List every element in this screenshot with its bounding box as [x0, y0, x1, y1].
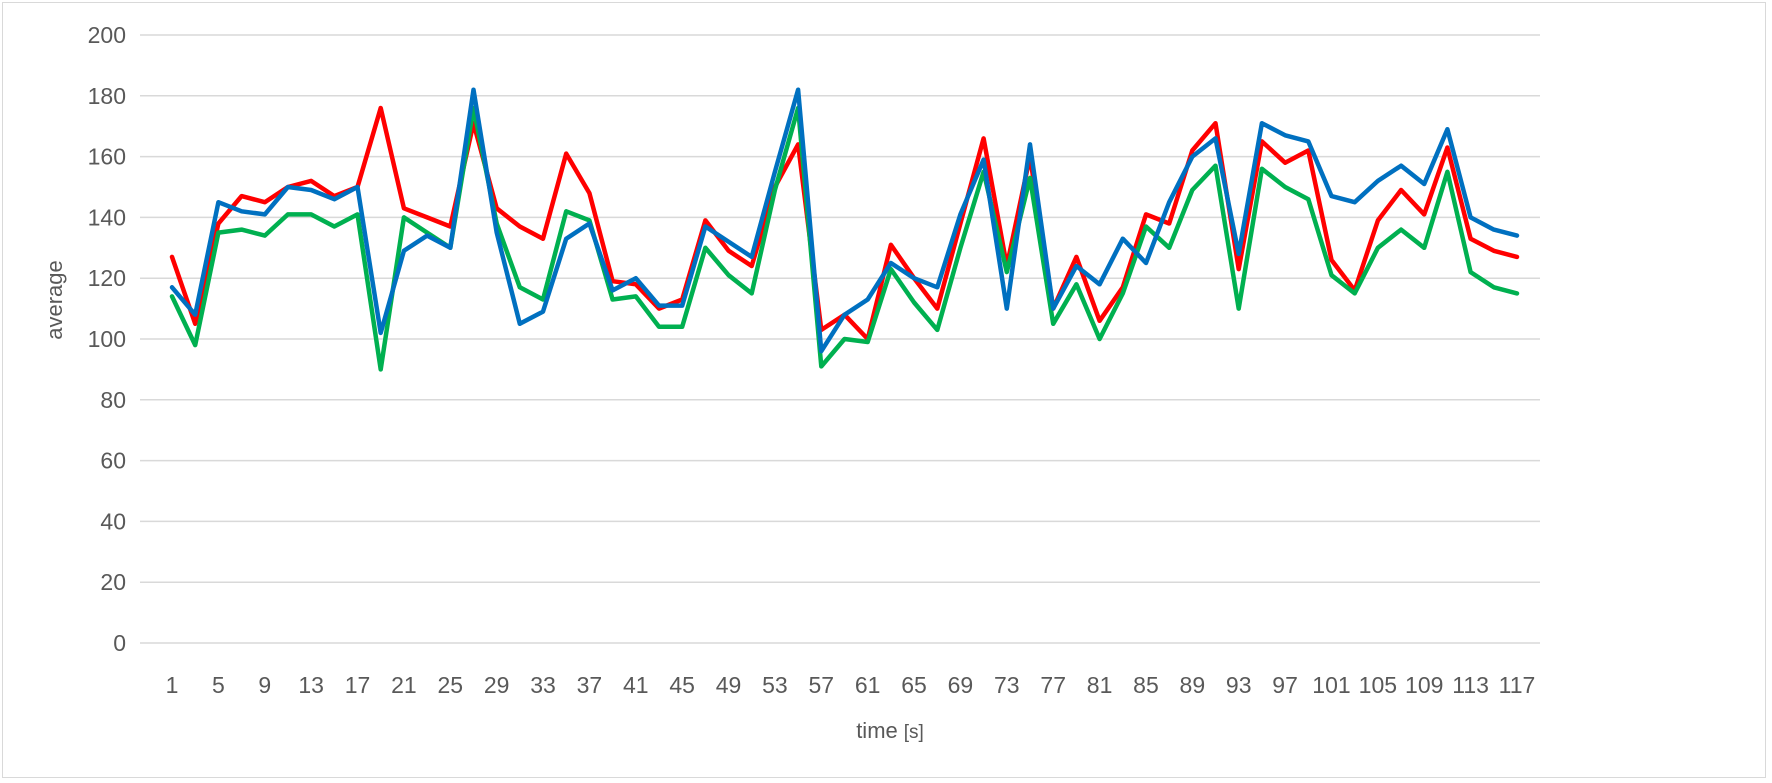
series-line-3	[169, 87, 1520, 354]
x-tick-label: 1	[166, 672, 179, 698]
y-tick-label: 180	[88, 83, 126, 109]
y-tick-label: 60	[100, 448, 126, 474]
x-tick-label: 17	[345, 672, 371, 698]
gridlines	[140, 34, 1540, 644]
y-tick-label: 140	[88, 204, 126, 230]
x-tick-label: 73	[994, 672, 1020, 698]
y-tick-label: 40	[100, 508, 126, 534]
x-tick-label: 5	[212, 672, 225, 698]
x-axis-title: time [s]	[856, 718, 924, 743]
y-tick-label: 80	[100, 387, 126, 413]
x-tick-label: 109	[1405, 672, 1443, 698]
x-tick-label: 117	[1499, 672, 1536, 698]
x-tick-label: 13	[298, 672, 324, 698]
y-tick-label: 0	[113, 630, 126, 656]
x-tick-label: 97	[1272, 672, 1298, 698]
y-tick-label: 100	[88, 326, 126, 352]
y-axis-title: average	[42, 260, 67, 340]
x-tick-label: 93	[1226, 672, 1252, 698]
x-tick-label: 49	[716, 672, 742, 698]
x-tick-label: 29	[484, 672, 510, 698]
y-tick-label: 20	[100, 569, 126, 595]
series-line-2	[169, 105, 1520, 372]
x-tick-labels: 1 5 9 13 17 21 25 29 33 37 41 45 49 53 57 61 65 69 73 77 81 8…	[166, 672, 1536, 698]
x-tick-label: 81	[1087, 672, 1113, 698]
y-tick-label: 120	[88, 265, 126, 291]
x-tick-label: 57	[809, 672, 835, 698]
x-tick-label: 77	[1040, 672, 1066, 698]
x-tick-label: 41	[623, 672, 649, 698]
y-tick-label: 200	[88, 22, 126, 48]
x-tick-label: 45	[669, 672, 695, 698]
x-tick-label: 69	[948, 672, 974, 698]
x-tick-label: 89	[1180, 672, 1206, 698]
x-tick-label: 65	[901, 672, 927, 698]
x-axis-title-text: time	[856, 718, 898, 743]
x-tick-label: 9	[258, 672, 271, 698]
x-axis-title-unit: [s]	[904, 722, 924, 743]
x-tick-label: 101	[1312, 672, 1350, 698]
y-tick-label: 160	[88, 144, 126, 170]
series-lines	[169, 87, 1520, 372]
y-tick-labels: 0 20 40 60 80 100 120 140 160 180 200	[88, 22, 126, 656]
x-tick-label: 33	[530, 672, 556, 698]
x-tick-label: 37	[577, 672, 603, 698]
x-tick-label: 25	[437, 672, 463, 698]
x-tick-label: 113	[1452, 672, 1489, 698]
x-tick-label: 61	[855, 672, 881, 698]
x-tick-label: 53	[762, 672, 788, 698]
x-tick-label: 105	[1359, 672, 1397, 698]
x-tick-label: 85	[1133, 672, 1159, 698]
x-tick-label: 21	[391, 672, 417, 698]
